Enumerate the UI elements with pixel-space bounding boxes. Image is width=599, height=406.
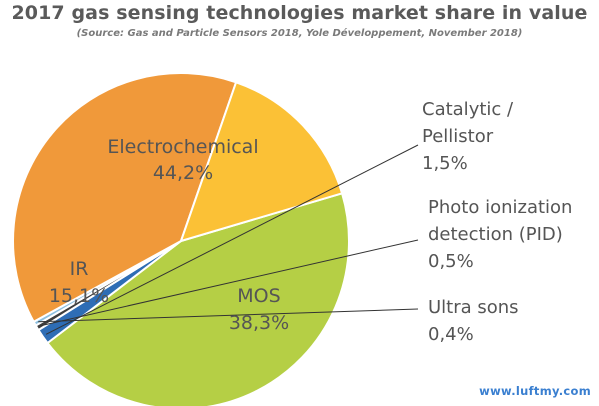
- chart-subtitle: (Source: Gas and Particle Sensors 2018, …: [76, 28, 523, 39]
- slice-label-electrochemical: Electrochemical: [107, 136, 258, 158]
- chart-title: 2017 gas sensing technologies market sha…: [11, 2, 588, 24]
- slice-value-ir: 15,1%: [49, 285, 109, 307]
- pie-slice-mos: [12, 72, 238, 324]
- slice-label-mos: MOS: [237, 285, 280, 307]
- slice-labels: Electrochemical 44,2% MOS 38,3% IR 15,1% Catal…: [49, 99, 573, 345]
- pie-slices: [12, 72, 350, 406]
- slice-label-ir: IR: [70, 258, 89, 280]
- slice-label-line-2-photo-ionization-detection-pid: detection (PID): [428, 224, 563, 245]
- slice-label-line-1-catalytic-pellistor: Catalytic /: [422, 99, 514, 120]
- slice-label-line-1-ultra-sons: Ultra sons: [428, 297, 519, 318]
- leader-lines: [38, 144, 419, 335]
- slice-value-photo-ionization-detection-pid: 0,5%: [428, 251, 474, 272]
- watermark: www.luftmy.com: [479, 384, 591, 398]
- slice-value-ultra-sons: 0,4%: [428, 324, 474, 345]
- leader-line-catalytic-pellistor: [45, 144, 419, 335]
- slice-value-catalytic-pellistor: 1,5%: [422, 153, 468, 174]
- slice-value-electrochemical: 44,2%: [153, 162, 213, 184]
- leader-line-ultra-sons: [38, 308, 419, 323]
- pie-slice-ir: [179, 81, 344, 243]
- slice-label-line-2-catalytic-pellistor: Pellistor: [422, 126, 494, 147]
- slice-value-mos: 38,3%: [229, 312, 289, 334]
- slice-label-line-1-photo-ionization-detection-pid: Photo ionization: [428, 197, 572, 218]
- leader-line-photo-ionization-detection-pid: [40, 239, 419, 327]
